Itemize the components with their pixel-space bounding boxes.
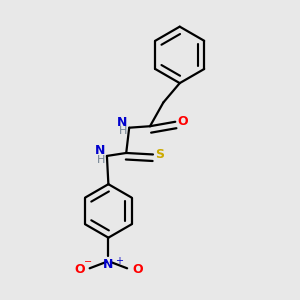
Text: O: O bbox=[132, 263, 143, 276]
Text: +: + bbox=[115, 256, 123, 266]
Text: N: N bbox=[95, 144, 105, 157]
Text: N: N bbox=[103, 258, 114, 271]
Text: H: H bbox=[119, 126, 128, 136]
Text: O: O bbox=[74, 263, 85, 276]
Text: O: O bbox=[178, 115, 188, 128]
Text: H: H bbox=[97, 154, 105, 164]
Text: N: N bbox=[117, 116, 128, 129]
Text: −: − bbox=[83, 257, 92, 267]
Text: S: S bbox=[155, 148, 164, 161]
